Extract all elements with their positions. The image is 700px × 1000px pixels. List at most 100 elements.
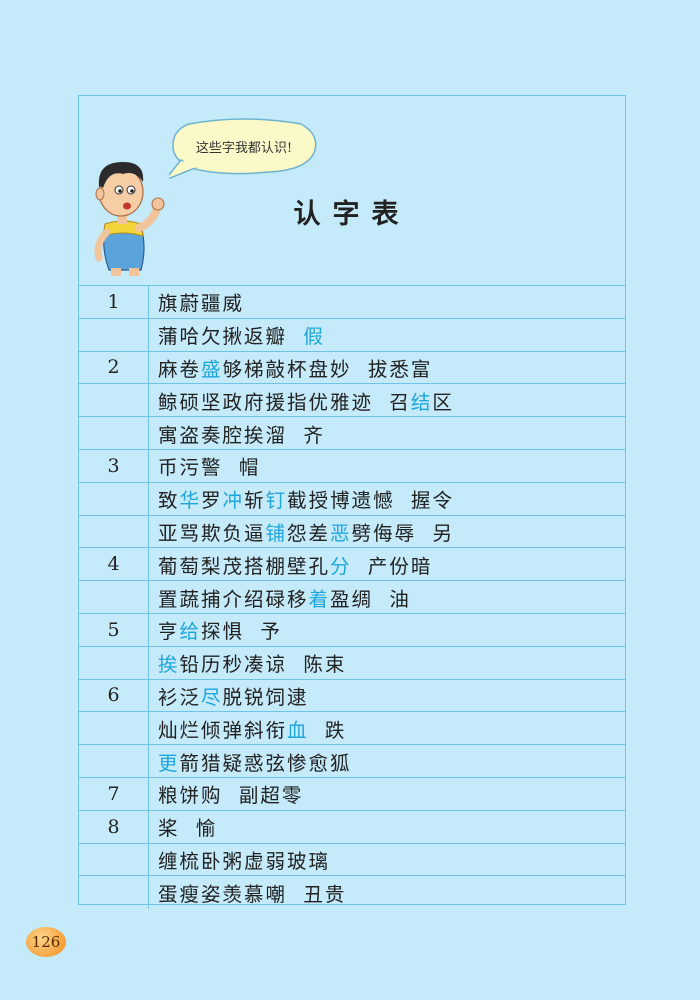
character-list-text: 缠梳卧粥虚弱玻璃 xyxy=(149,845,330,874)
highlighted-character: 挨 xyxy=(158,653,180,677)
table-row: 挨铅历秒凑谅 陈束 xyxy=(79,646,625,680)
table-row: 缠梳卧粥虚弱玻璃 xyxy=(79,843,625,877)
character-group: 寓盗奏腔挨溜 齐 xyxy=(158,423,325,447)
character-group: 葡萄梨茂搭棚壁孔 xyxy=(158,554,331,578)
character-group: 铅历秒凑谅 陈束 xyxy=(179,653,347,677)
character-group: 劈侮辱 另 xyxy=(351,521,454,545)
character-group: 蒲哈欠揪返瓣 xyxy=(158,325,304,349)
character-list-text: 亚骂欺负逼铺怨差恶劈侮辱 另 xyxy=(149,517,454,546)
character-list-text: 币污警 帽 xyxy=(149,451,260,480)
character-group: 亚骂欺负逼 xyxy=(158,521,266,545)
table-row: 致华罗冲斩钉截授博遗憾 握令 xyxy=(79,482,625,516)
lesson-number: 5 xyxy=(79,613,149,646)
character-group: 够梯敲杯盘妙 拔悉富 xyxy=(222,357,433,381)
highlighted-character: 血 xyxy=(287,718,309,742)
character-group: 箭猎疑惑弦惨愈狐 xyxy=(179,751,352,775)
table-row: 4 葡萄梨茂搭棚壁孔分 产份暗 xyxy=(79,548,625,582)
highlighted-character: 给 xyxy=(179,620,202,644)
character-group: 蛋瘦姿羡慕嘲 丑贵 xyxy=(158,883,347,907)
lesson-number xyxy=(79,417,149,449)
lesson-number xyxy=(79,646,149,679)
character-group: 粮饼购 副超零 xyxy=(158,784,304,808)
character-group: 产份暗 xyxy=(351,554,433,578)
lesson-number: 1 xyxy=(79,286,149,318)
highlighted-character: 盛 xyxy=(201,357,223,381)
character-list-text: 灿烂倾弹斜衔血 跌 xyxy=(149,714,346,743)
character-group: 缠梳卧粥虚弱玻璃 xyxy=(158,849,331,873)
character-list-text: 鲸硕坚政府援指优雅迹 召结区 xyxy=(149,386,454,415)
table-row: 置蔬捕介绍碌移着盈绸 油 xyxy=(79,581,625,614)
character-list-text: 亨给探惧 予 xyxy=(149,615,282,644)
character-group: 鲸硕坚政府援指优雅迹 召 xyxy=(158,390,411,414)
table-row: 5 亨给探惧 予 xyxy=(79,613,625,647)
highlighted-character: 钉 xyxy=(265,489,288,513)
character-group: 斩 xyxy=(244,489,266,513)
character-list: 1 旗蔚疆威 蒲哈欠揪返瓣 假 2 麻卷盛够梯敲杯盘妙 拔悉富 鲸硕坚政府援指优雅迹 召结… xyxy=(79,286,625,910)
highlighted-character: 结 xyxy=(410,390,433,414)
highlighted-character: 假 xyxy=(303,325,325,349)
lesson-number xyxy=(79,482,149,515)
highlighted-character: 恶 xyxy=(330,521,352,545)
cartoon-boy-icon xyxy=(83,148,179,278)
lesson-number xyxy=(79,318,149,351)
lesson-number: 4 xyxy=(79,548,149,581)
table-row: 灿烂倾弹斜衔血 跌 xyxy=(79,712,625,746)
lesson-number: 6 xyxy=(79,679,149,712)
character-list-text: 葡萄梨茂搭棚壁孔分 产份暗 xyxy=(149,550,432,579)
character-list-text: 寓盗奏腔挨溜 齐 xyxy=(149,419,325,448)
character-group: 币污警 帽 xyxy=(158,456,261,480)
table-row: 鲸硕坚政府援指优雅迹 召结区 xyxy=(79,384,625,418)
character-list-text: 旗蔚疆威 xyxy=(149,287,244,316)
character-list-text: 置蔬捕介绍碌移着盈绸 油 xyxy=(149,583,411,612)
character-group: 旗蔚疆威 xyxy=(158,292,245,316)
character-group: 麻卷 xyxy=(158,357,202,381)
character-group: 盈绸 油 xyxy=(330,587,411,611)
character-group: 衫泛 xyxy=(158,685,202,709)
lesson-number: 3 xyxy=(79,449,149,482)
character-group: 亨 xyxy=(158,620,180,644)
character-group: 截授博遗憾 握令 xyxy=(287,489,454,513)
character-group: 怨差 xyxy=(287,521,331,545)
character-table-frame: 这些字我都认识! xyxy=(78,95,626,910)
character-group: 置蔬捕介绍碌移 xyxy=(158,587,309,611)
table-row: 蛋瘦姿羡慕嘲 丑贵 xyxy=(79,876,625,910)
speech-bubble-icon: 这些字我都认识! xyxy=(169,118,319,180)
character-list-text: 蛋瘦姿羡慕嘲 丑贵 xyxy=(149,878,346,907)
character-group: 灿烂倾弹斜衔 xyxy=(158,718,288,742)
character-list-text: 蒲哈欠揪返瓣 假 xyxy=(149,320,325,349)
highlighted-character: 着 xyxy=(308,587,331,611)
page-title: 认字表 xyxy=(293,199,411,230)
lesson-number xyxy=(79,515,149,548)
lesson-number: 8 xyxy=(79,810,149,843)
character-list-text: 粮饼购 副超零 xyxy=(149,779,303,808)
table-row: 7 粮饼购 副超零 xyxy=(79,777,625,811)
highlighted-character: 尽 xyxy=(201,685,223,709)
lesson-number: 7 xyxy=(79,777,149,810)
character-group: 探惧 予 xyxy=(201,620,282,644)
character-group: 区 xyxy=(432,390,454,414)
character-list-text: 更箭猎疑惑弦惨愈狐 xyxy=(149,747,352,776)
lesson-number xyxy=(79,843,149,876)
table-row: 1 旗蔚疆威 xyxy=(79,286,625,319)
lesson-number xyxy=(79,876,149,910)
highlighted-character: 更 xyxy=(158,751,180,775)
table-row: 3 币污警 帽 xyxy=(79,449,625,483)
lesson-number xyxy=(79,384,149,417)
table-row: 6 衫泛尽脱锐饲逮 xyxy=(79,679,625,713)
character-group: 脱锐饲逮 xyxy=(222,685,309,709)
table-row: 亚骂欺负逼铺怨差恶劈侮辱 另 xyxy=(79,515,625,549)
character-list-text: 衫泛尽脱锐饲逮 xyxy=(149,681,309,710)
table-header: 这些字我都认识! xyxy=(79,96,625,286)
highlighted-character: 分 xyxy=(330,554,352,578)
character-group: 跌 xyxy=(308,718,347,742)
lesson-number xyxy=(79,712,149,745)
highlighted-character: 铺 xyxy=(265,521,288,545)
page-number-badge: 126 xyxy=(26,927,66,957)
table-row: 8 桨 愉 xyxy=(79,810,625,844)
lesson-number xyxy=(79,581,149,613)
highlighted-character: 冲 xyxy=(222,489,245,513)
character-list-text: 致华罗冲斩钉截授博遗憾 握令 xyxy=(149,484,454,513)
character-group: 罗 xyxy=(201,489,223,513)
speech-bubble-text: 这些字我都认识! xyxy=(195,140,293,156)
table-row: 寓盗奏腔挨溜 齐 xyxy=(79,417,625,450)
